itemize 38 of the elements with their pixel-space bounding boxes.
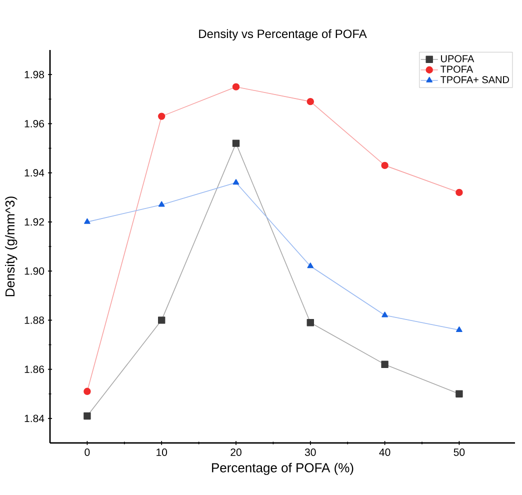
point [456, 390, 463, 398]
point [381, 162, 388, 170]
x-tick-label: 40 [379, 448, 390, 456]
y-tick-label: 1.86 [24, 366, 44, 374]
x-tick-label: 10 [156, 448, 168, 456]
y-tick-label: 1.88 [24, 316, 44, 324]
x-tick-label: 50 [454, 448, 465, 456]
point [306, 319, 314, 326]
point [232, 140, 240, 147]
point [84, 412, 91, 420]
point [84, 388, 91, 396]
y-tick-label: 1.96 [24, 120, 44, 128]
legend-label: UPOFA [441, 55, 474, 62]
point [381, 360, 388, 368]
legend-label: TPOFA+ SAND [440, 76, 509, 84]
x-tick-label: 30 [304, 448, 316, 456]
y-tick-label: 1.92 [24, 218, 44, 226]
x-axis-title: Percentage of POFA (%) [212, 462, 354, 475]
x-tick-label: 20 [230, 448, 242, 456]
point [307, 262, 314, 268]
y-tick-label: 1.90 [24, 267, 44, 275]
point [232, 83, 240, 90]
point [158, 112, 166, 120]
point [456, 188, 463, 196]
legend-label: TPOFA [440, 66, 474, 73]
point [382, 312, 388, 318]
point [232, 179, 240, 185]
point [158, 316, 166, 324]
chart-title: Density vs Percentage of POFA [199, 29, 367, 40]
point [306, 98, 314, 106]
point [84, 218, 90, 224]
point [456, 326, 462, 332]
y-tick-label: 1.84 [24, 414, 44, 422]
point [158, 201, 165, 207]
y-tick-label: 1.94 [24, 169, 44, 177]
y-axis-title: Density (g/mm^3) [5, 196, 18, 296]
y-tick-label: 1.98 [24, 70, 44, 78]
x-tick-label: 0 [84, 448, 90, 456]
